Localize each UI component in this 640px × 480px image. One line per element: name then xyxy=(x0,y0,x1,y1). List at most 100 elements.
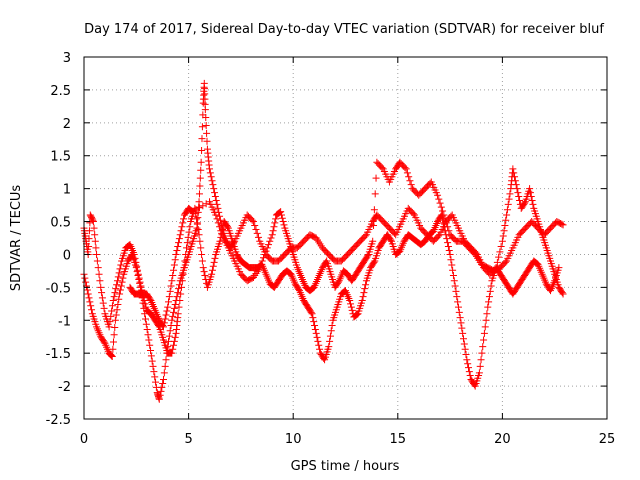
data-point xyxy=(115,295,123,303)
data-point xyxy=(110,293,118,301)
data-point xyxy=(210,258,218,266)
data-point xyxy=(453,293,461,301)
data-point xyxy=(307,308,315,316)
data-point xyxy=(143,325,151,333)
data-point xyxy=(501,258,509,266)
data-point xyxy=(253,229,261,237)
data-point xyxy=(434,191,442,199)
data-point xyxy=(171,256,179,264)
data-point xyxy=(135,274,143,282)
data-point xyxy=(211,189,219,197)
data-point xyxy=(146,295,154,303)
data-point xyxy=(111,316,119,324)
data-point xyxy=(195,198,203,206)
data-point xyxy=(516,196,524,204)
data-point xyxy=(197,244,205,252)
x-tick-label: 5 xyxy=(184,432,192,447)
x-tick-label: 10 xyxy=(285,432,302,447)
data-point xyxy=(480,329,488,337)
data-point xyxy=(170,337,178,345)
data-point xyxy=(158,383,166,391)
data-point xyxy=(211,254,219,262)
data-point xyxy=(310,318,318,326)
y-tick-label: 1.5 xyxy=(50,150,71,165)
data-point xyxy=(193,220,201,228)
data-point xyxy=(454,303,462,311)
data-point xyxy=(360,289,368,297)
data-point xyxy=(259,254,267,262)
data-point xyxy=(262,247,270,255)
data-point xyxy=(511,177,519,185)
data-point xyxy=(249,218,257,226)
data-point xyxy=(224,223,232,231)
data-point xyxy=(509,165,517,173)
data-point xyxy=(86,298,94,306)
data-point xyxy=(216,237,224,245)
data-point xyxy=(203,129,211,137)
y-tick-label: -2.5 xyxy=(46,413,71,428)
data-point xyxy=(198,123,206,131)
data-point xyxy=(447,256,455,264)
data-point xyxy=(555,264,563,272)
data-point xyxy=(326,332,334,340)
y-tick-label: -2 xyxy=(58,380,71,395)
data-point xyxy=(107,351,115,359)
data-point xyxy=(81,274,89,282)
data-point xyxy=(97,283,105,291)
data-point xyxy=(515,193,523,201)
data-point xyxy=(503,211,511,219)
data-point xyxy=(312,329,320,337)
data-point xyxy=(173,247,181,255)
data-point xyxy=(147,347,155,355)
data-point xyxy=(370,221,378,229)
data-point xyxy=(170,304,178,312)
data-point xyxy=(261,250,269,258)
data-point xyxy=(209,181,217,189)
data-point xyxy=(278,214,286,222)
data-point xyxy=(118,278,126,286)
data-point xyxy=(201,106,209,114)
data-point xyxy=(131,254,139,262)
data-point xyxy=(151,373,159,381)
data-point xyxy=(378,164,386,172)
data-point xyxy=(113,281,121,289)
data-point xyxy=(493,258,501,266)
data-point xyxy=(90,224,98,232)
data-point xyxy=(89,216,97,224)
data-point xyxy=(256,264,264,272)
data-point xyxy=(459,329,467,337)
data-point xyxy=(133,262,141,270)
data-point xyxy=(449,272,457,280)
data-point xyxy=(325,343,333,351)
data-point xyxy=(217,227,225,235)
data-point xyxy=(199,264,207,272)
data-point xyxy=(480,336,488,344)
data-point xyxy=(198,250,206,258)
data-point xyxy=(369,237,377,245)
x-tick-label: 25 xyxy=(599,432,616,447)
data-point xyxy=(167,282,175,290)
data-point xyxy=(405,173,413,181)
data-point xyxy=(359,293,367,301)
data-point xyxy=(311,322,319,330)
data-point xyxy=(484,303,492,311)
data-point xyxy=(462,350,470,358)
data-point xyxy=(216,223,224,231)
data-point xyxy=(146,341,154,349)
data-point xyxy=(439,207,447,215)
data-point xyxy=(527,193,535,201)
data-point xyxy=(269,227,277,235)
data-point xyxy=(194,225,202,233)
data-point xyxy=(171,300,179,308)
data-point xyxy=(82,278,90,286)
data-point xyxy=(85,235,93,243)
data-point xyxy=(109,338,117,346)
data-point xyxy=(277,211,285,219)
data-point xyxy=(465,368,473,376)
data-point xyxy=(167,322,175,330)
data-point xyxy=(166,327,174,335)
data-point xyxy=(308,310,316,318)
data-point xyxy=(353,310,361,318)
data-point xyxy=(92,244,100,252)
data-point xyxy=(528,196,536,204)
